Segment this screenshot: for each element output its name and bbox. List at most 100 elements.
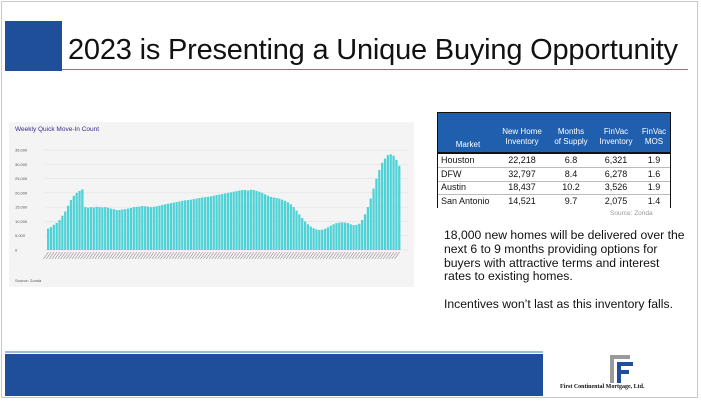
cell-market: San Antonio — [441, 195, 490, 206]
chart-bar — [181, 200, 184, 250]
x-tick-mark — [80, 251, 86, 260]
chart-bar — [298, 214, 301, 250]
chart-bar — [61, 215, 64, 250]
x-tick-mark — [274, 251, 280, 260]
chart-bar — [106, 207, 110, 250]
chart-bar — [338, 222, 341, 250]
company-logo-text: First Continental Mortgage, Ltd. — [560, 384, 645, 390]
x-tick-mark — [83, 251, 89, 260]
x-tick-mark — [288, 251, 295, 260]
x-tick-mark — [200, 251, 206, 260]
y-tick-label: 20,000 — [15, 190, 28, 195]
cell-finvac-inventory: 6,321 — [604, 155, 628, 165]
x-tick-mark — [280, 251, 286, 260]
cell-market: Austin — [441, 182, 467, 192]
header-finvac-mos: FinVac MOS — [638, 127, 670, 147]
chart-bar — [275, 198, 278, 250]
x-tick-mark — [43, 251, 49, 260]
x-tick-mark — [374, 251, 380, 260]
x-tick-mark — [48, 251, 55, 260]
chart-bar — [92, 207, 95, 250]
chart-bar — [272, 197, 275, 250]
chart-bar — [155, 206, 158, 250]
y-tick-label: 25,000 — [15, 176, 28, 181]
cell-market: DFW — [441, 168, 462, 179]
header-finvac-mos-line1: FinVac — [641, 127, 667, 136]
chart-bar — [69, 200, 73, 250]
chart-bar — [98, 207, 101, 250]
cell-new-home-inventory: 32,797 — [508, 168, 536, 179]
x-tick-mark — [145, 251, 152, 260]
x-tick-mark — [217, 251, 223, 260]
x-tick-mark — [168, 251, 175, 260]
x-tick-mark — [291, 251, 298, 260]
chart-bar — [201, 197, 204, 250]
x-tick-mark — [277, 251, 283, 260]
body-paragraph-deliveries: 18,000 new homes will be delivered over … — [444, 228, 685, 284]
chart-bar — [315, 229, 318, 250]
body-text: 18,000 new homes will be delivered over … — [444, 228, 689, 312]
chart-source: Source: Zonda — [15, 278, 42, 283]
chart-bar — [292, 207, 295, 250]
x-tick-mark — [63, 251, 69, 260]
x-tick-mark — [362, 251, 369, 260]
chart-bar — [226, 192, 230, 250]
chart-bar — [64, 211, 67, 250]
chart-bar — [206, 196, 210, 250]
cell-finvac-inventory: 3,526 — [604, 182, 628, 192]
chart-bar — [75, 192, 78, 250]
cell-finvac-mos: 1.9 — [647, 182, 661, 192]
chart-bar — [186, 200, 190, 250]
x-tick-mark — [46, 251, 52, 260]
table-source: Source: Zonda — [610, 210, 653, 217]
cell-new-home-inventory: 14,521 — [508, 195, 536, 206]
chart-bar — [81, 189, 84, 250]
x-tick-mark — [231, 251, 238, 260]
chart-bar — [124, 209, 127, 250]
company-logo-icon — [610, 355, 633, 383]
chart-bar — [84, 207, 87, 250]
x-tick-mark — [357, 251, 363, 260]
x-tick-mark — [88, 251, 95, 260]
chart-bar — [346, 223, 350, 250]
x-tick-mark — [368, 251, 375, 260]
x-tick-mark — [308, 251, 315, 260]
x-tick-mark — [183, 251, 189, 260]
chart-bar — [281, 199, 284, 250]
chart-bar — [101, 207, 104, 250]
x-tick-mark — [345, 251, 352, 260]
table-row: San Antonio 14,521 9.7 2,075 1.4 — [438, 195, 670, 208]
x-tick-mark — [128, 251, 135, 260]
x-tick-mark — [188, 251, 195, 260]
x-tick-mark — [120, 251, 126, 260]
x-tick-mark — [240, 251, 246, 260]
x-tick-mark — [143, 251, 149, 260]
y-tick-label: 15,000 — [15, 205, 28, 210]
x-tick-mark — [385, 251, 392, 260]
chart-bar — [72, 195, 75, 250]
chart-bar — [326, 227, 330, 250]
x-tick-mark — [234, 251, 240, 260]
chart-bar — [66, 205, 70, 250]
chart-bar — [332, 224, 335, 250]
cell-market: Houston — [441, 155, 475, 165]
chart-bar — [389, 154, 392, 250]
x-tick-mark — [86, 251, 92, 260]
header-market: Market — [455, 140, 481, 149]
x-tick-mark — [105, 251, 112, 260]
chart-bar — [312, 228, 315, 250]
chart-bar — [398, 165, 401, 250]
cell-months-supply: 6.8 — [564, 155, 578, 165]
chart-bar — [118, 210, 121, 250]
x-tick-mark — [282, 251, 289, 260]
x-tick-mark — [225, 251, 232, 260]
chart-bar — [355, 224, 358, 250]
x-tick-mark — [260, 251, 266, 260]
slide-title: 2023 is Presenting a Unique Buying Oppor… — [68, 34, 678, 66]
chart-bar — [341, 222, 344, 250]
chart-bar — [141, 206, 144, 250]
footer-band — [5, 354, 543, 396]
table-header: Market New Home Inventory Months of Supp… — [438, 113, 670, 152]
cell-finvac-mos: 1.9 — [647, 155, 661, 165]
